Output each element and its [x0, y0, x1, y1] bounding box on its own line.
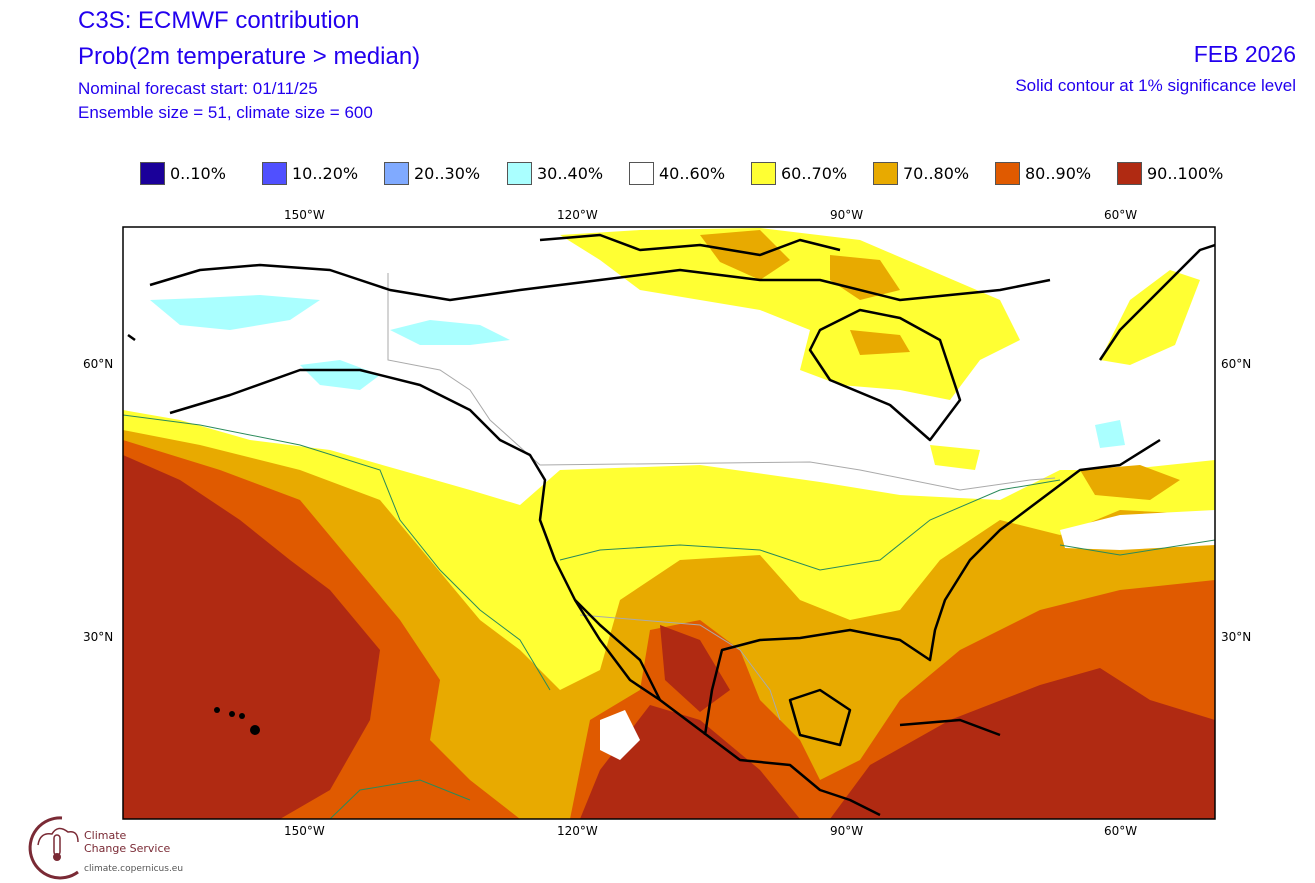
significance-contours	[123, 414, 1215, 819]
legend-swatch	[629, 162, 654, 185]
lat-label-left: 30°N	[83, 630, 114, 644]
legend-label: 90..100%	[1147, 164, 1224, 183]
lon-label-top: 150°W	[284, 208, 325, 222]
legend-label: 80..90%	[1025, 164, 1092, 183]
lon-label-bottom: 90°W	[830, 824, 864, 838]
category-30-40-regions	[150, 295, 1125, 448]
legend-label: 70..80%	[903, 164, 970, 183]
logo-url: climate.copernicus.eu	[84, 864, 184, 874]
chart-subtitle: Prob(2m temperature > median)	[78, 43, 421, 70]
forecast-period: FEB 2026	[1193, 41, 1296, 67]
coastlines	[127, 233, 1215, 817]
legend-swatch	[262, 162, 287, 185]
legend-item: 30..40%	[507, 161, 603, 186]
lon-label-bottom: 60°W	[1104, 824, 1138, 838]
lon-label-top: 60°W	[1104, 208, 1138, 222]
copernicus-logo-icon	[28, 816, 79, 880]
legend-swatch	[384, 162, 409, 185]
hawaii-islands	[214, 707, 260, 735]
borders	[387, 273, 1056, 721]
significance-note: Solid contour at 1% significance level	[1015, 76, 1296, 95]
lon-label-bottom: 120°W	[557, 824, 598, 838]
lon-label-bottom: 150°W	[284, 824, 325, 838]
white-patches	[600, 510, 1215, 760]
logo-text: Climate Change Service	[84, 829, 170, 855]
legend-swatch	[1117, 162, 1142, 185]
lat-label-right: 30°N	[1221, 630, 1252, 644]
map-frame	[122, 226, 1216, 820]
legend-item: 40..60%	[629, 161, 725, 186]
legend-label: 60..70%	[781, 164, 848, 183]
lat-label-right: 60°N	[1221, 357, 1252, 371]
legend-item: 10..20%	[262, 161, 358, 186]
logo-line2: Change Service	[84, 842, 171, 855]
lon-label-top: 120°W	[557, 208, 598, 222]
lat-label-left: 60°N	[83, 357, 114, 371]
legend-item: 20..30%	[384, 161, 480, 186]
lon-label-top: 90°W	[830, 208, 864, 222]
legend-label: 20..30%	[414, 164, 481, 183]
legend-swatch	[751, 162, 776, 185]
legend-label: 30..40%	[537, 164, 604, 183]
chart-title: C3S: ECMWF contribution	[78, 7, 360, 34]
legend-swatch	[140, 162, 165, 185]
legend-item: 80..90%	[995, 161, 1091, 186]
legend-swatch	[873, 162, 898, 185]
legend-item: 60..70%	[751, 161, 847, 186]
category-90-100-regions	[123, 455, 1215, 819]
legend-label: 10..20%	[292, 164, 359, 183]
legend-swatch	[507, 162, 532, 185]
legend-item: 70..80%	[873, 161, 969, 186]
forecast-start: Nominal forecast start: 01/11/25	[78, 79, 318, 98]
legend-item: 90..100%	[1117, 161, 1223, 186]
logo-line1: Climate	[84, 829, 127, 842]
legend-label: 0..10%	[170, 164, 226, 183]
ensemble-info: Ensemble size = 51, climate size = 600	[78, 103, 373, 122]
legend-label: 40..60%	[659, 164, 726, 183]
legend-item: 0..10%	[140, 161, 226, 186]
legend-swatch	[995, 162, 1020, 185]
